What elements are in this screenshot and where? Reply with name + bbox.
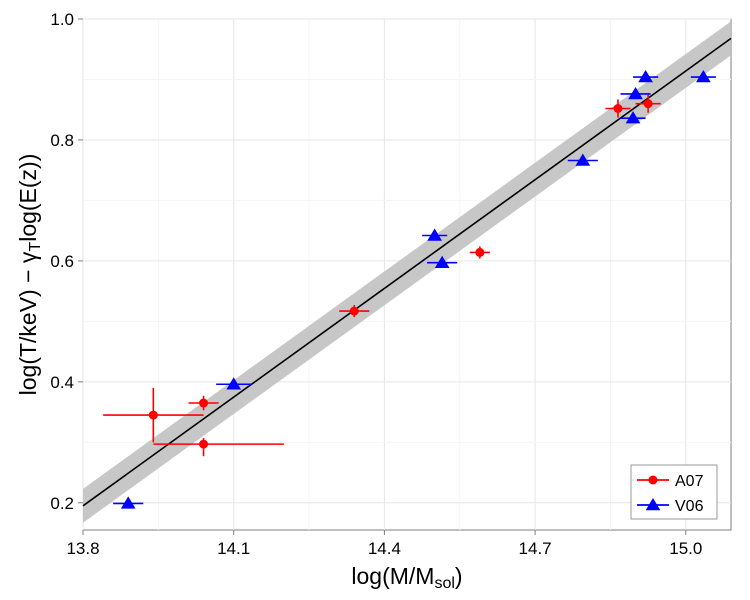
point-v06: [120, 496, 136, 509]
x-tick-label: 14.4: [368, 539, 401, 558]
x-axis-ticks: 13.8 14.1 14.4 14.7 15.0: [66, 530, 702, 558]
y-tick-label: 0.6: [50, 252, 74, 271]
y-tick-label: 0.8: [50, 131, 74, 150]
y-tick-label: 0.4: [50, 373, 74, 392]
point-v06: [625, 111, 641, 124]
legend-label-a07: A07: [675, 473, 704, 490]
point-v06: [575, 153, 591, 166]
fit-line: [82, 37, 732, 507]
legend-key-triangle: [645, 498, 661, 511]
x-tick-label: 15.0: [669, 539, 702, 558]
y-axis-ticks: 0.2 0.4 0.6 0.8 1.0: [50, 10, 83, 513]
x-tick-label: 13.8: [66, 539, 99, 558]
point-a07: [613, 104, 623, 114]
y-tick-label: 1.0: [50, 10, 74, 29]
point-a07: [475, 247, 485, 257]
x-axis-title: log(M/Msol): [351, 563, 462, 592]
regression-line: [82, 37, 732, 507]
x-tick-label: 14.7: [519, 539, 552, 558]
point-a07: [349, 306, 359, 316]
legend-label-v06: V06: [675, 498, 704, 515]
point-a07: [199, 398, 209, 408]
point-v06: [638, 70, 653, 83]
y-tick-label: 0.2: [50, 494, 74, 513]
point-v06: [434, 255, 450, 268]
data-points: [120, 70, 711, 509]
y-axis-title: log(T/keV) − γTlog(E(z)): [15, 154, 44, 396]
point-a07: [148, 410, 158, 420]
legend-box: [630, 464, 718, 520]
point-a07: [643, 99, 653, 109]
x-tick-label: 14.1: [217, 539, 250, 558]
legend-key-circle: [648, 475, 658, 485]
point-v06: [696, 70, 711, 83]
point-a07: [199, 439, 209, 449]
point-v06: [628, 86, 643, 100]
point-v06: [427, 228, 442, 241]
point-v06: [226, 377, 242, 390]
